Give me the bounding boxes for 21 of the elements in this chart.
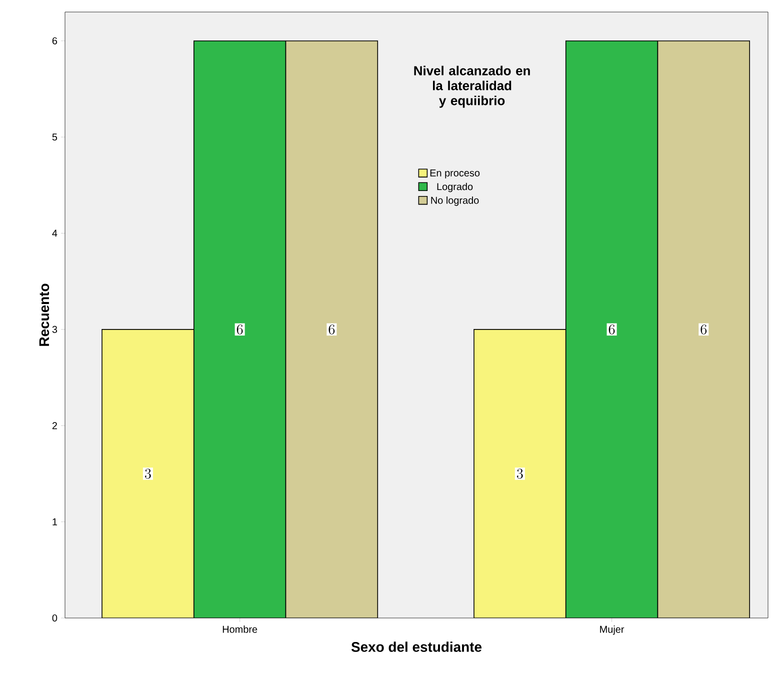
y-tick-label: 1 <box>52 518 57 526</box>
y-tick-label: 6 <box>52 37 58 44</box>
data-label: 6 <box>236 324 243 334</box>
data-label: 6 <box>608 324 615 334</box>
legend-title: Nivel alcanzado en la lateralidad y equiibrio <box>414 66 530 108</box>
legend-label: Logrado <box>437 182 473 192</box>
y-tick-label: 4 <box>52 230 58 237</box>
y-tick-label: 5 <box>52 134 58 141</box>
x-tick-label: Mujer <box>600 626 624 635</box>
data-label: 3 <box>145 468 151 479</box>
x-axis-title: Sexo del estudiante <box>351 642 482 652</box>
y-tick-label: 3 <box>52 326 58 333</box>
y-axis-title: Recuento <box>39 284 50 346</box>
legend-label: No logrado <box>431 196 479 206</box>
data-label: 6 <box>328 324 335 334</box>
legend-label: En proceso <box>430 170 480 178</box>
data-label: 6 <box>700 324 707 334</box>
data-label: 3 <box>516 468 523 479</box>
x-tick-label: Hombre <box>222 626 258 633</box>
y-tick-label: 2 <box>52 422 57 430</box>
y-tick-label: 0 <box>52 614 58 622</box>
